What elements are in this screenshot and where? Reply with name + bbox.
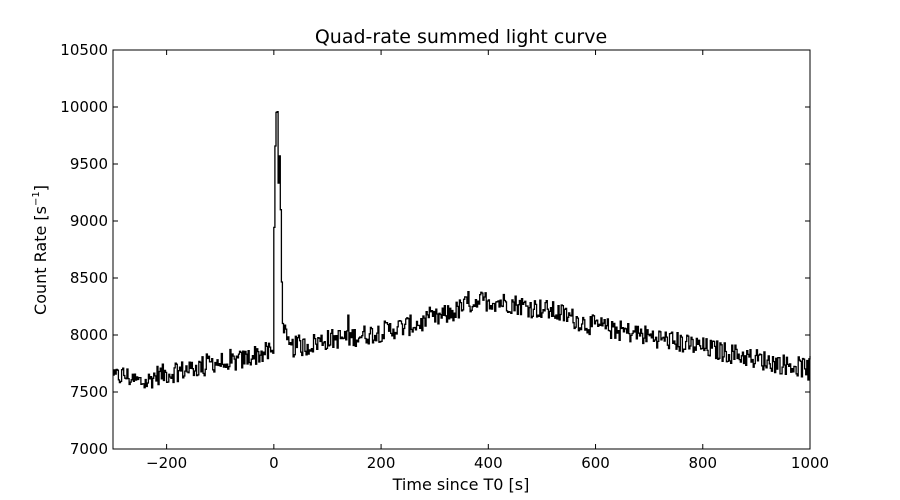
x-tick-label: 600 [581, 454, 610, 472]
y-tick-label: 7000 [70, 440, 108, 458]
y-tick-label: 8000 [70, 326, 108, 344]
y-axis-label: Count Rate [s−1] [31, 185, 50, 315]
y-tick-label: 9500 [70, 155, 108, 173]
x-tick-label: 800 [688, 454, 717, 472]
x-tick-label: −200 [146, 454, 187, 472]
y-axis-label-end: ] [31, 185, 50, 191]
light-curve-line [113, 110, 811, 389]
x-axis-label: Time since T0 [s] [392, 475, 530, 494]
y-axis-label-superscript: −1 [31, 191, 42, 206]
x-tick-label: 200 [367, 454, 396, 472]
y-tick-label: 9000 [70, 212, 108, 230]
plot-frame [112, 49, 811, 450]
y-tick-label: 7500 [70, 383, 108, 401]
axis-ticks: −200 0 200 400 600 800 1000 7000 7500 8000 8500 900… [60, 41, 829, 472]
y-tick-label: 10500 [60, 41, 108, 59]
y-tick-label: 8500 [70, 269, 108, 287]
y-tick-label: 10000 [60, 98, 108, 116]
chart-title: Quad-rate summed light curve [315, 26, 607, 48]
plot-area [113, 110, 811, 389]
x-tick-label: 1000 [791, 454, 829, 472]
x-tick-label: 0 [269, 454, 279, 472]
y-axis-label-main: Count Rate [s [31, 206, 50, 315]
x-tick-label: 400 [474, 454, 503, 472]
